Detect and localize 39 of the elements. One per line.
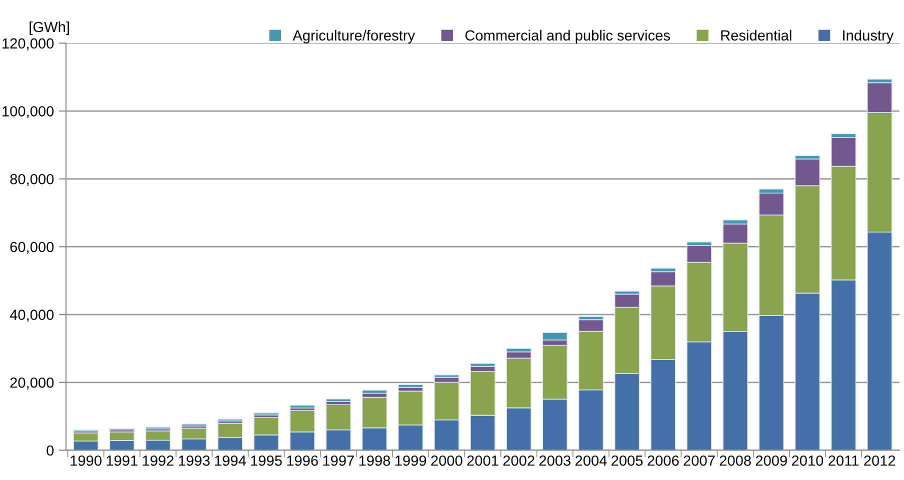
y-tick-label: 100,000 [2,106,54,118]
x-tick-label: 2003 [539,455,570,466]
x-tick-label: 1996 [287,455,318,466]
y-tick-label: 40,000 [10,310,54,322]
x-tick-label: 1999 [395,455,426,466]
bar [326,398,352,402]
x-tick-label: 1992 [142,455,174,466]
x-tick-label: 1998 [359,455,390,466]
x-tick-label: 2000 [431,455,462,466]
legend-label: Industry [843,30,894,44]
x-tick-label: 2009 [756,455,787,466]
y-tick-label: 0 [46,445,54,456]
x-tick-label: 2011 [828,455,859,466]
bar [398,384,424,388]
legend-label: Agriculture/forestry [292,30,416,44]
bar [290,404,316,408]
x-tick-label: 2012 [864,455,896,466]
x-tick-label: 2006 [648,455,679,466]
legend-label: Residential [721,30,792,41]
x-tick-label: 2010 [792,455,824,466]
legend-label: Commercial and public services [465,30,670,44]
x-tick-label: 1990 [70,455,102,466]
x-tick-label: 2008 [720,455,751,466]
x-tick-label: 2005 [612,455,643,466]
y-axis-title: [GWh] [30,21,69,36]
x-tick-label: 1994 [215,455,246,466]
x-tick-label: 2007 [684,455,715,466]
y-tick-label: 20,000 [10,378,54,390]
x-tick-label: 1993 [178,455,210,466]
x-tick-label: 2002 [503,455,534,466]
y-tick-label: 60,000 [10,242,54,254]
x-tick-label: 1995 [251,455,282,466]
x-tick-label: 2004 [575,455,607,466]
x-tick-label: 2001 [467,455,498,466]
x-tick-label: 1991 [106,455,138,466]
y-tick-label: 80,000 [10,174,54,186]
x-tick-label: 1997 [323,455,354,466]
bar [254,412,279,416]
y-tick-label: 120,000 [2,38,54,50]
